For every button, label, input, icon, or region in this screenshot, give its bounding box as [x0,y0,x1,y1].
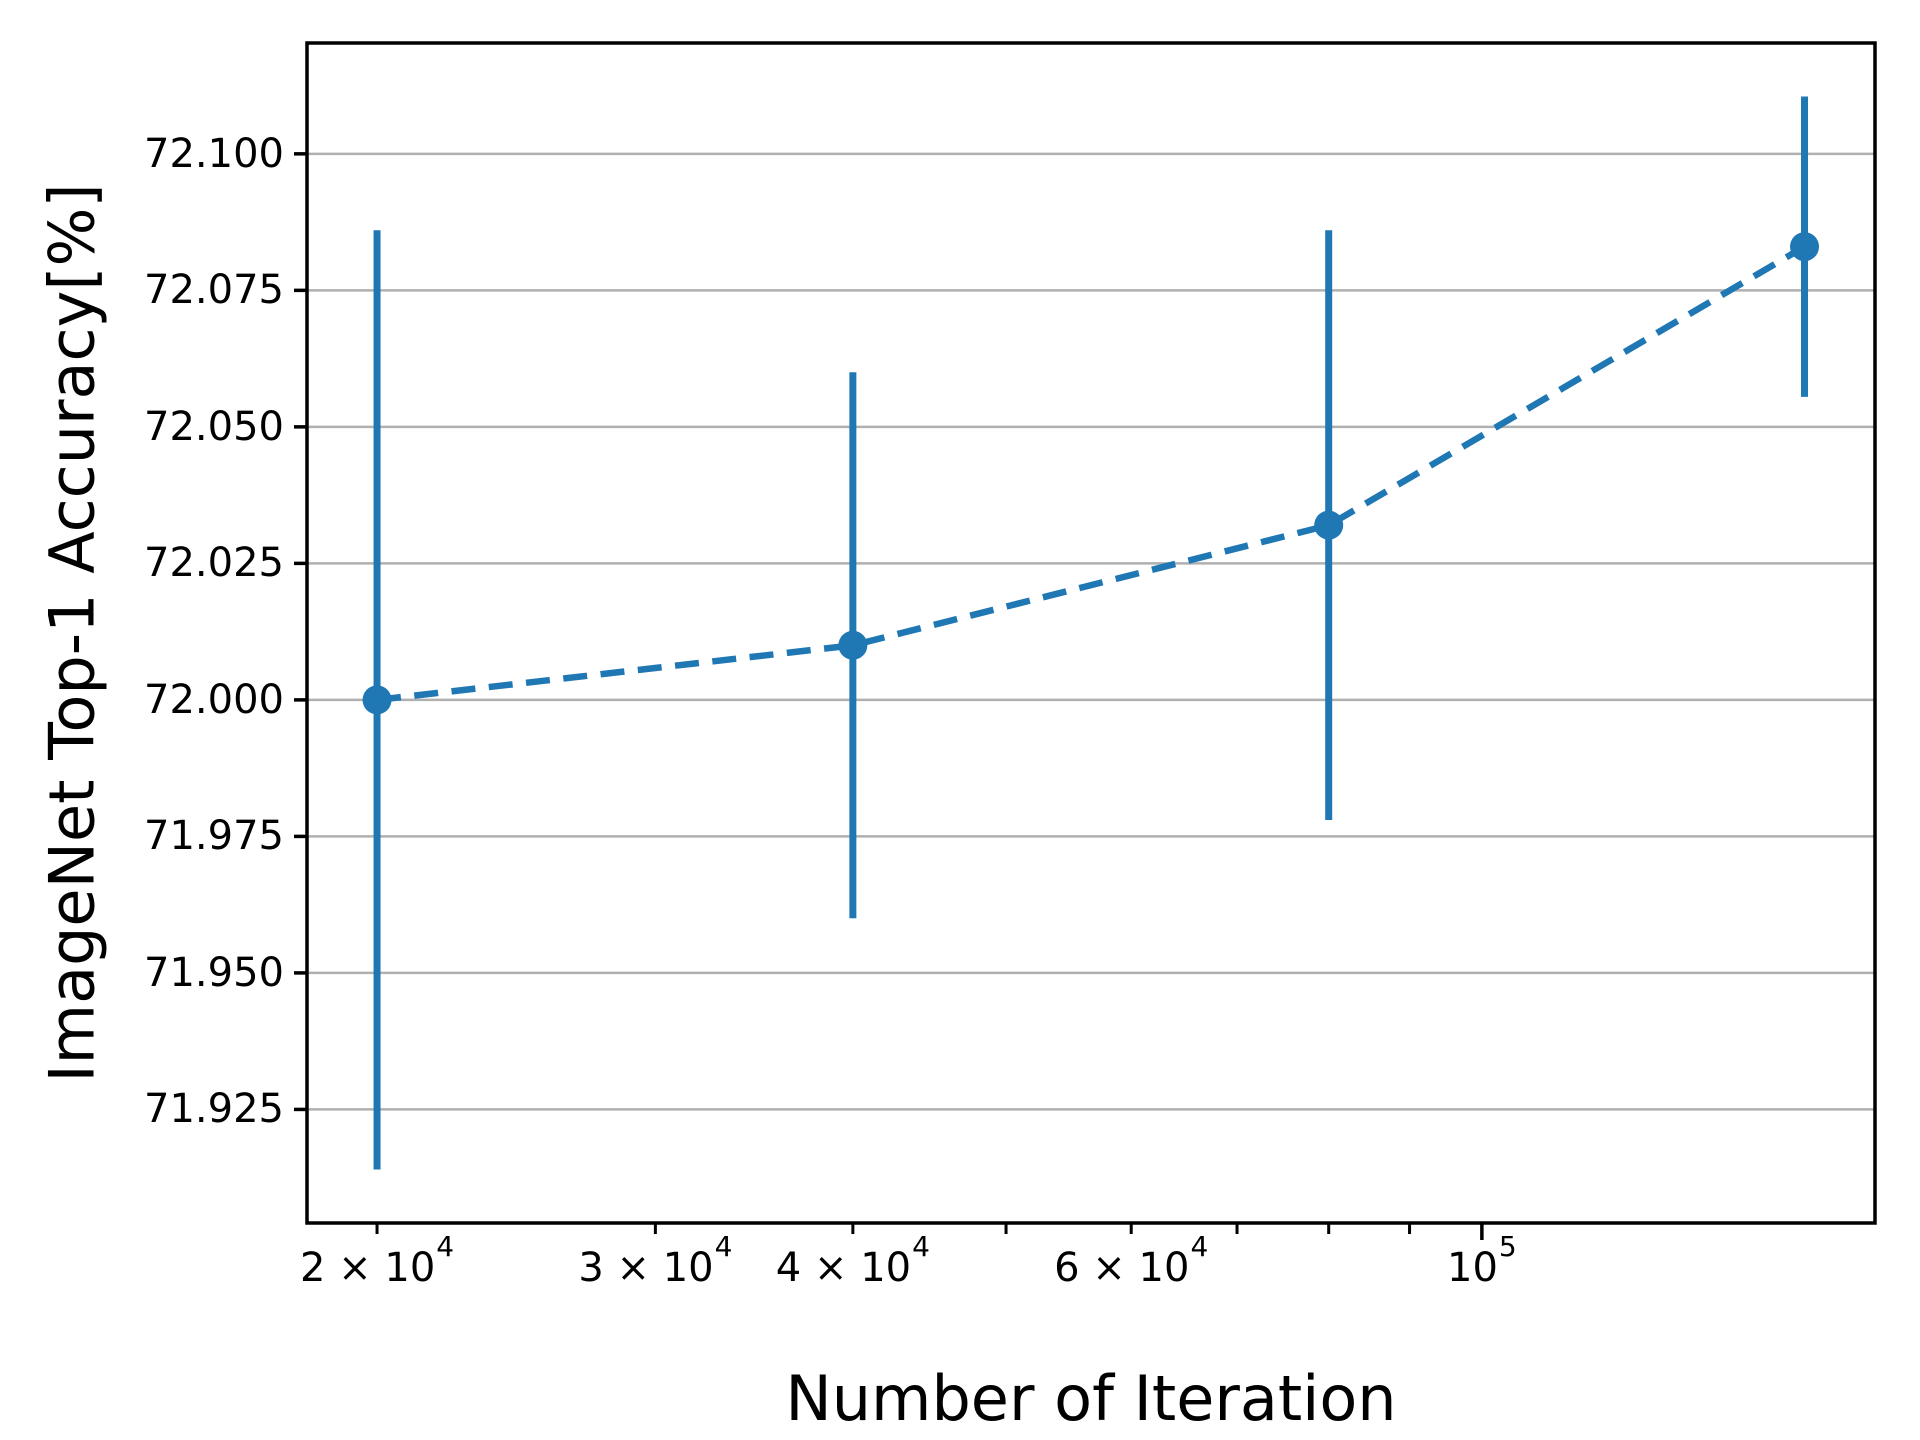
series-line [376,243,1807,704]
plot-border [305,41,1877,1225]
x-tick-label-exponent: 4 [714,1230,733,1264]
data-point-marker [1790,232,1820,262]
x-tick-label-base: 2 × 10 [299,1245,436,1291]
data-point-marker [838,630,868,660]
x-tick-label: 4 × 104 [775,1233,930,1293]
x-tick-label: 6 × 104 [1054,1233,1208,1293]
data-point-marker [362,685,392,715]
y-tick-label: 72.025 [144,540,284,587]
x-tick-label: 2 × 104 [299,1233,454,1293]
y-axis-title: ImageNet Top-1 Accuracy[%] [35,183,109,1083]
y-tick-label: 72.075 [144,267,284,314]
x-tick-label-base: 4 × 10 [775,1245,912,1291]
x-tick-label-base: 6 × 10 [1054,1245,1190,1291]
y-tick-label: 72.100 [144,130,284,177]
data-point-marker [1314,510,1344,540]
x-axis-title: Number of Iteration [785,1362,1397,1435]
x-tick-label-base: 3 × 10 [578,1245,714,1291]
y-tick-label: 72.000 [144,676,284,723]
x-tick-label: 105 [1447,1233,1517,1293]
x-tick-label-base: 10 [1447,1245,1498,1291]
y-tick-label: 71.925 [144,1086,284,1133]
y-tick-label: 71.950 [144,949,284,996]
x-tick-label-exponent: 4 [436,1230,455,1264]
y-tick-label: 71.975 [144,813,284,860]
x-tick-label: 3 × 104 [578,1233,732,1293]
x-tick-label-exponent: 4 [912,1230,930,1264]
x-tick-label-exponent: 5 [1498,1230,1517,1264]
y-tick-label: 72.050 [144,403,284,450]
x-tick-label-exponent: 4 [1190,1230,1209,1264]
